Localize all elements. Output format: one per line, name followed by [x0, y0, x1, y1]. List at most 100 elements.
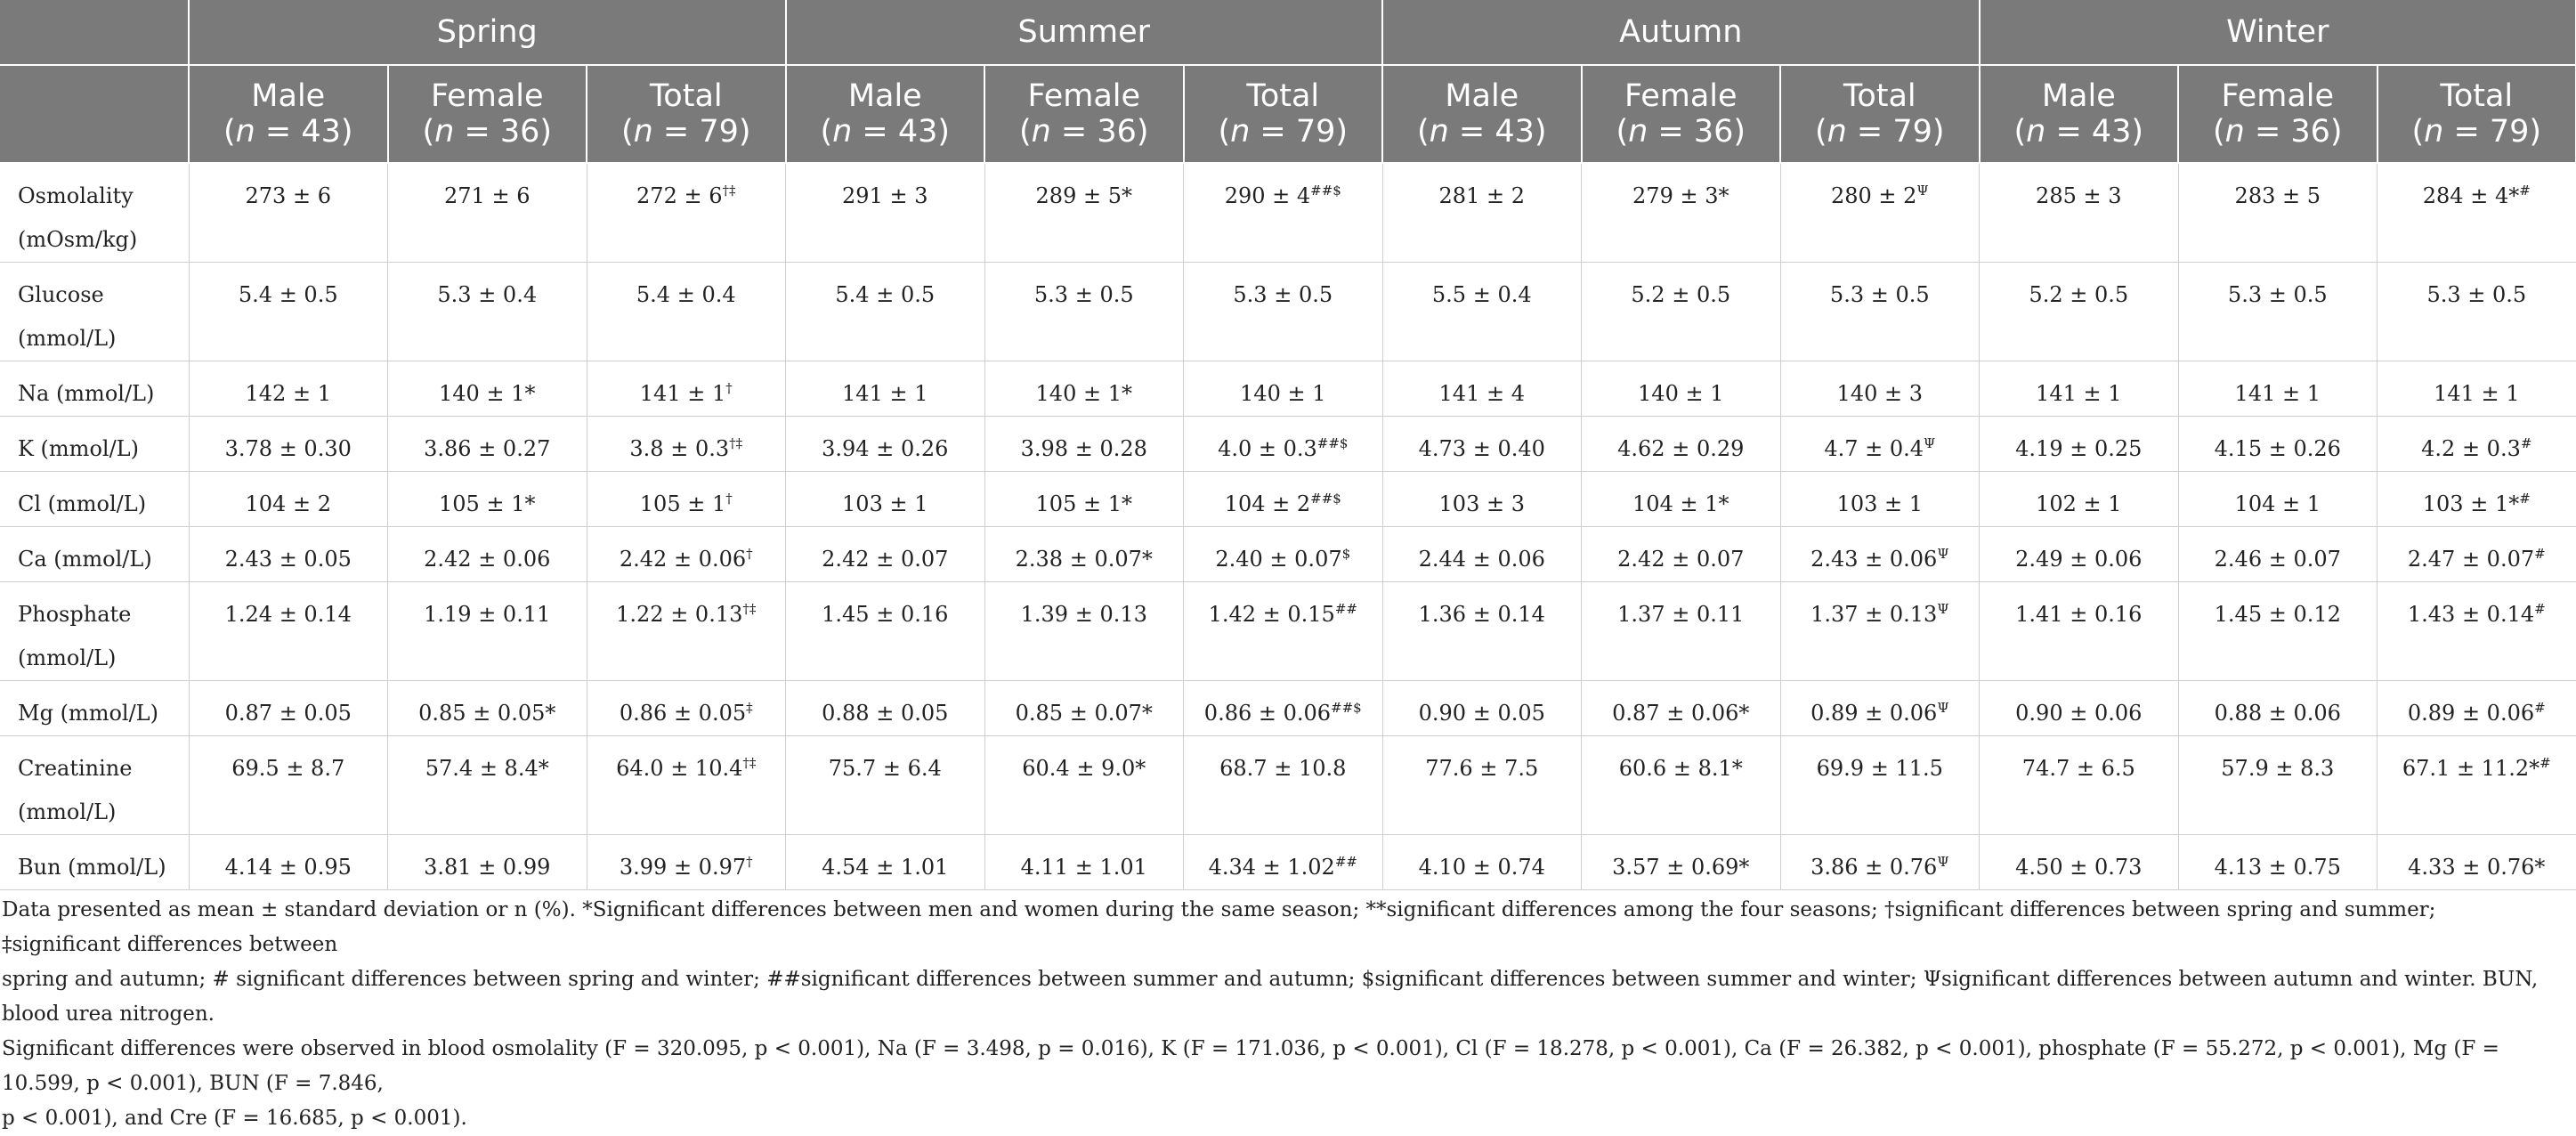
cell-value: 105 ± 1* [439, 491, 536, 516]
group-header: Male (n = 43) [1382, 65, 1583, 164]
row-label: Phosphate (mmol/L) [0, 581, 190, 681]
table-row: Glucose (mmol/L) 5.4 ± 0.5 5.3 ± 0.4 5.4 ± … [0, 262, 2576, 361]
cell-value: 0.90 ± 0.05 [1418, 701, 1545, 726]
group-label: Male [2041, 78, 2116, 114]
value-cell: 64.0 ± 10.4†‡ [587, 735, 787, 835]
group-label: Total [649, 78, 723, 114]
row-label: Mg (mmol/L) [0, 680, 190, 736]
value-cell: 4.34 ± 1.02## [1183, 834, 1383, 890]
cell-value: 5.3 ± 0.5 [2227, 282, 2328, 307]
cell-value: 2.47 ± 0.07 [2407, 547, 2535, 572]
value-cell: 2.40 ± 0.07$ [1183, 526, 1383, 582]
value-cell: 2.42 ± 0.07 [785, 526, 985, 582]
group-count-value: = 36) [2244, 114, 2343, 150]
significance-marker: # [2534, 700, 2546, 716]
group-count-prefix: ( [820, 114, 833, 150]
group-count-value: = 79) [1250, 114, 1349, 150]
group-count-prefix: ( [2013, 114, 2027, 150]
value-cell: 57.4 ± 8.4* [387, 735, 587, 835]
value-cell: 5.3 ± 0.5 [984, 262, 1185, 361]
group-count: (n = 43) [1383, 114, 1581, 150]
group-header-row: Male (n = 43) Female (n = 36) Total (n = 79) M… [0, 65, 2576, 164]
row-label: K (mmol/L) [0, 416, 190, 472]
value-cell: 140 ± 1* [984, 361, 1185, 417]
cell-value: 67.1 ± 11.2* [2402, 756, 2540, 781]
cell-value: 3.99 ± 0.97 [619, 855, 747, 880]
value-cell: 4.11 ± 1.01 [984, 834, 1185, 890]
value-cell: 3.99 ± 0.97† [587, 834, 787, 890]
row-label: Na (mmol/L) [0, 361, 190, 417]
value-cell: 1.36 ± 0.14 [1382, 581, 1583, 681]
group-count: (n = 43) [787, 114, 984, 150]
significance-marker: # [2519, 491, 2531, 507]
value-cell: 140 ± 1 [1183, 361, 1383, 417]
cell-value: 2.46 ± 0.07 [2214, 547, 2341, 572]
value-cell: 104 ± 2 [189, 471, 388, 527]
cell-value: 280 ± 2 [1830, 183, 1917, 208]
value-cell: 67.1 ± 11.2*# [2377, 735, 2576, 835]
cell-value: 57.9 ± 8.3 [2221, 756, 2335, 781]
significance-marker: ## [1334, 601, 1357, 617]
value-cell: 5.2 ± 0.5 [1581, 262, 1781, 361]
significance-marker: Ψ [1937, 854, 1949, 870]
significance-marker: ## [1334, 854, 1357, 870]
significance-marker: ##$ [1310, 491, 1341, 507]
cell-value: 2.43 ± 0.05 [224, 547, 352, 572]
cell-value: 0.87 ± 0.06* [1612, 701, 1750, 726]
cell-value: 0.87 ± 0.05 [224, 701, 352, 726]
cell-value: 2.42 ± 0.06 [424, 547, 551, 572]
cell-value: 103 ± 1 [1836, 491, 1923, 516]
cell-value: 290 ± 4 [1224, 183, 1311, 208]
cell-value: 3.8 ± 0.3 [629, 436, 730, 461]
cell-value: 1.22 ± 0.13 [616, 602, 743, 627]
group-count-value: = 43) [1448, 114, 1547, 150]
cell-value: 0.89 ± 0.06 [2407, 701, 2535, 726]
significance-marker: ‡ [746, 700, 753, 716]
value-cell: 285 ± 3 [1979, 163, 2179, 263]
cell-value: 3.57 ± 0.69* [1612, 855, 1750, 880]
value-cell: 3.86 ± 0.27 [387, 416, 587, 472]
cell-value: 1.36 ± 0.14 [1418, 602, 1545, 627]
group-count-prefix: ( [1814, 114, 1827, 150]
cell-value: 4.73 ± 0.40 [1418, 436, 1545, 461]
value-cell: 1.45 ± 0.12 [2178, 581, 2378, 681]
cell-value: 140 ± 1 [1638, 381, 1724, 406]
group-count: (n = 36) [985, 114, 1183, 150]
cell-value: 3.86 ± 0.76 [1810, 855, 1938, 880]
cell-value: 2.38 ± 0.07* [1015, 547, 1153, 572]
row-label: Bun (mmol/L) [0, 834, 190, 890]
group-count-prefix: ( [620, 114, 634, 150]
value-cell: 3.8 ± 0.3†‡ [587, 416, 787, 472]
cell-value: 104 ± 1 [2234, 491, 2321, 516]
value-cell: 4.33 ± 0.76* [2377, 834, 2576, 890]
season-header: Summer [785, 0, 1384, 66]
significance-marker: †‡ [729, 435, 743, 451]
cell-value: 0.88 ± 0.06 [2214, 701, 2341, 726]
group-label: Male [251, 78, 326, 114]
value-cell: 2.43 ± 0.05 [189, 526, 388, 582]
group-header: Total (n = 79) [587, 65, 787, 164]
row-label: Ca (mmol/L) [0, 526, 190, 582]
group-count: (n = 43) [190, 114, 387, 150]
value-cell: 68.7 ± 10.8 [1183, 735, 1383, 835]
value-cell: 5.4 ± 0.4 [587, 262, 787, 361]
value-cell: 103 ± 1 [785, 471, 985, 527]
cell-value: 103 ± 1* [2422, 491, 2520, 516]
group-count-value: = 79) [1846, 114, 1945, 150]
value-cell: 290 ± 4##$ [1183, 163, 1383, 263]
table-row: Ca (mmol/L) 2.43 ± 0.05 2.42 ± 0.06 2.42 ± … [0, 526, 2576, 582]
cell-value: 4.54 ± 1.01 [822, 855, 949, 880]
group-count-variable: n [1031, 114, 1051, 150]
cell-value: 140 ± 1* [439, 381, 536, 406]
value-cell: 4.10 ± 0.74 [1382, 834, 1583, 890]
significance-marker: †‡ [742, 755, 757, 771]
value-cell: 3.94 ± 0.26 [785, 416, 985, 472]
group-count-value: = 43) [255, 114, 353, 150]
value-cell: 279 ± 3* [1581, 163, 1781, 263]
group-label: Male [847, 78, 922, 114]
group-label: Female [1624, 78, 1738, 114]
group-header: Total (n = 79) [2377, 65, 2576, 164]
group-count: (n = 36) [389, 114, 587, 150]
season-header: Autumn [1382, 0, 1981, 66]
group-count-variable: n [2224, 114, 2245, 150]
